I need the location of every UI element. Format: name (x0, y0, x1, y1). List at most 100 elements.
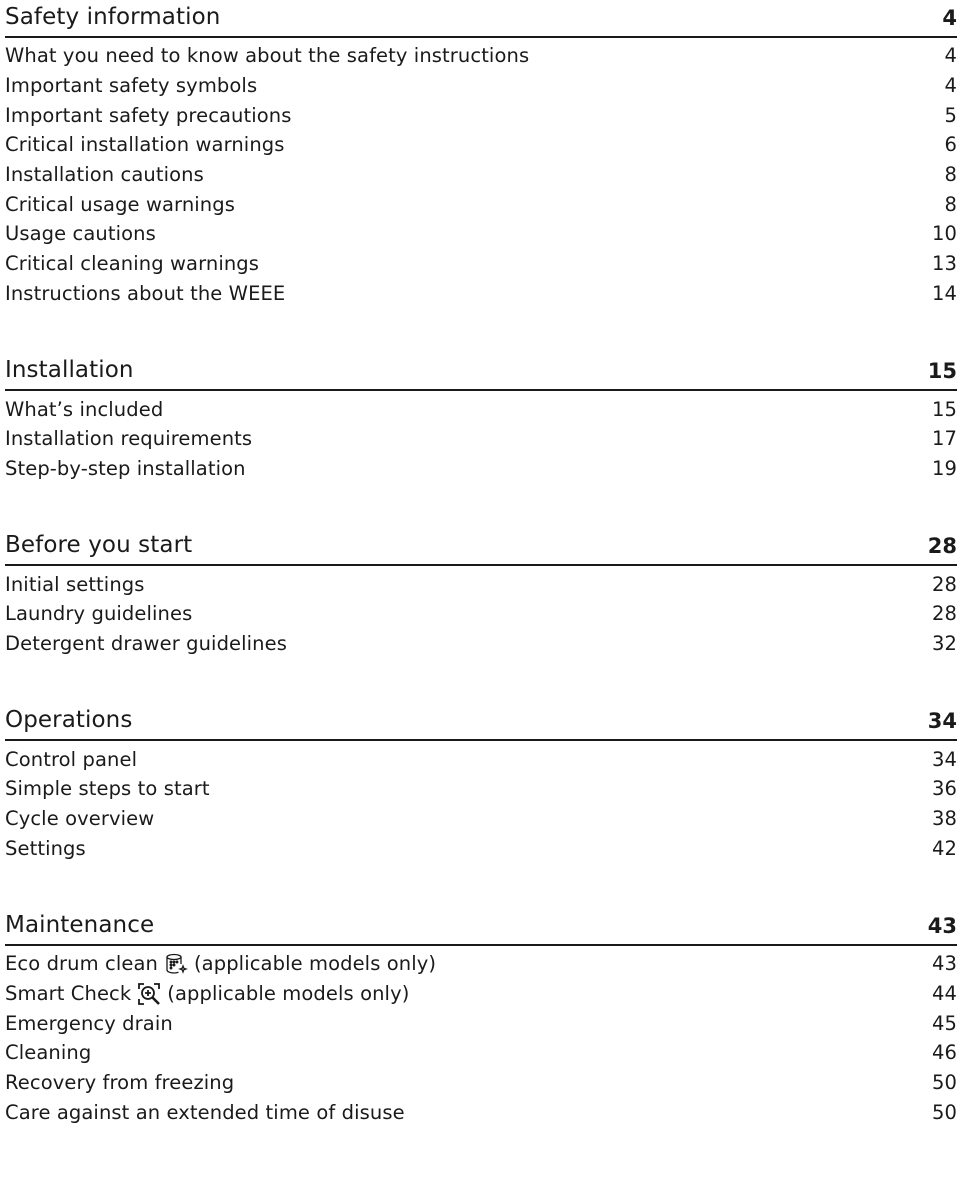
toc-entry-label: Usage cautions (5, 222, 156, 246)
section-page-number: 43 (927, 914, 957, 939)
section-title: Installation (5, 357, 134, 384)
toc-section-before-you-start: Before you start 28 Initial settings 28 L… (5, 528, 957, 658)
toc-entry-label: Critical installation warnings (5, 133, 285, 157)
toc-entry[interactable]: Eco drum clean (applicable models only (5, 949, 957, 979)
toc-entry[interactable]: Important safety symbols 4 (5, 71, 957, 101)
toc-section-operations: Operations 34 Control panel 34 Simple ste… (5, 703, 957, 863)
toc-entry-label: Recovery from freezing (5, 1071, 235, 1095)
toc-entry-page: 5 (944, 103, 957, 127)
toc-entry[interactable]: Initial settings 28 (5, 569, 957, 599)
section-page-number: 34 (927, 709, 957, 734)
toc-entry[interactable]: Cycle overview 38 (5, 804, 957, 834)
toc-entry-page: 44 (931, 982, 957, 1006)
section-page-number: 4 (942, 6, 957, 30)
toc-entry-page: 8 (944, 192, 957, 216)
toc-section-installation: Installation 15 What’s included 15 Instal… (5, 353, 957, 483)
section-header[interactable]: Operations 34 (5, 703, 957, 742)
toc-entry-page: 4 (944, 74, 957, 98)
section-header[interactable]: Safety information 4 (5, 0, 957, 38)
toc-entry-page: 42 (931, 836, 957, 860)
toc-entry-page: 45 (931, 1011, 957, 1035)
section-page-number: 15 (927, 359, 957, 384)
toc-entry[interactable]: Critical installation warnings 6 (5, 130, 957, 160)
smart-check-icon (138, 982, 161, 1005)
section-title: Before you start (5, 532, 193, 559)
toc-entry-page: 8 (944, 163, 957, 187)
toc-entry[interactable]: Installation requirements 17 (5, 424, 957, 454)
toc-entry-page: 32 (931, 631, 957, 655)
toc-entry[interactable]: Critical usage warnings 8 (5, 189, 957, 219)
toc-entry[interactable]: Usage cautions 10 (5, 219, 957, 249)
section-title: Operations (5, 707, 133, 734)
toc-entry-page: 13 (931, 252, 957, 276)
toc-entry-label: Important safety symbols (5, 74, 258, 98)
toc-entry-label: Initial settings (5, 572, 145, 596)
toc-entry[interactable]: Installation cautions 8 (5, 160, 957, 190)
toc-entry[interactable]: Care against an extended time of disuse 5… (5, 1098, 957, 1128)
toc-entry[interactable]: Step-by-step installation 19 (5, 454, 957, 484)
toc-entry-label: What’s included (5, 397, 164, 421)
toc-entry[interactable]: Control panel 34 (5, 744, 957, 774)
toc-entry[interactable]: Cleaning 46 (5, 1038, 957, 1068)
toc-entry-page: 17 (931, 427, 957, 451)
section-header[interactable]: Maintenance 43 (5, 908, 957, 947)
toc-entry-suffix: (applicable models only) (193, 952, 437, 976)
toc-entry[interactable]: Recovery from freezing 50 (5, 1068, 957, 1098)
toc-entry-page: 10 (931, 222, 957, 246)
toc-entry-label: Smart Check (5, 982, 132, 1006)
toc-entry-label: Installation requirements (5, 427, 253, 451)
toc-entry-label: Laundry guidelines (5, 602, 193, 626)
toc-entry-label: Eco drum clean (5, 952, 158, 976)
toc-entry-label: Critical cleaning warnings (5, 252, 260, 276)
toc-entry-page: 28 (931, 602, 957, 626)
section-title: Safety information (5, 4, 221, 30)
toc-entry-page: 46 (931, 1041, 957, 1065)
toc-entry-page: 36 (931, 777, 957, 801)
toc-section-maintenance: Maintenance 43 Eco drum clean (5, 908, 957, 1127)
toc-entry[interactable]: What’s included 15 (5, 394, 957, 424)
toc-entry-label: Step-by-step installation (5, 456, 246, 480)
toc-entry-label: Cycle overview (5, 807, 155, 831)
toc-entry-label: Simple steps to start (5, 777, 210, 801)
toc-entry-label: Emergency drain (5, 1011, 173, 1035)
eco-drum-clean-icon (166, 953, 188, 974)
section-header[interactable]: Before you start 28 (5, 528, 957, 567)
toc-entry[interactable]: Detergent drawer guidelines 32 (5, 629, 957, 659)
toc-entry[interactable]: Instructions about the WEEE 14 (5, 279, 957, 309)
toc-entry-page: 15 (931, 397, 957, 421)
section-header[interactable]: Installation 15 (5, 353, 957, 392)
toc-entry[interactable]: Emergency drain 45 (5, 1008, 957, 1038)
toc-entry-label: Important safety precautions (5, 103, 292, 127)
toc-entry-page: 43 (931, 952, 957, 976)
toc-entry[interactable]: Laundry guidelines 28 (5, 599, 957, 629)
toc-entry-label: Cleaning (5, 1041, 92, 1065)
toc-entry-label: Detergent drawer guidelines (5, 631, 287, 655)
toc-entry-suffix: (applicable models only) (167, 982, 410, 1006)
toc-entry-label: Care against an extended time of disuse (5, 1100, 405, 1124)
toc-entry-page: 50 (931, 1100, 957, 1124)
toc-entry-page: 50 (931, 1071, 957, 1095)
toc-entry-page: 4 (944, 44, 957, 68)
toc-entry-page: 28 (931, 572, 957, 596)
toc-entry[interactable]: Settings 42 (5, 833, 957, 863)
toc-entry-label: Instructions about the WEEE (5, 281, 286, 305)
toc-entry[interactable]: What you need to know about the safety i… (5, 41, 957, 71)
toc-entry[interactable]: Smart Check (applicable models only) 44 (5, 979, 957, 1009)
toc-entry[interactable]: Important safety precautions 5 (5, 100, 957, 130)
section-title: Maintenance (5, 912, 155, 939)
toc-entry-label: Settings (5, 836, 86, 860)
section-page-number: 28 (927, 534, 957, 559)
toc-entry-label: Critical usage warnings (5, 192, 235, 216)
toc-entry-label: What you need to know about the safety i… (5, 44, 530, 68)
toc-entry-page: 6 (944, 133, 957, 157)
toc-entry[interactable]: Simple steps to start 36 (5, 774, 957, 804)
toc-entry-page: 34 (931, 747, 957, 771)
toc-entry-label: Installation cautions (5, 163, 204, 187)
table-of-contents: Safety information 4 What you need to kn… (5, 0, 957, 1127)
toc-entry-page: 38 (931, 807, 957, 831)
toc-entry-page: 14 (931, 281, 957, 305)
toc-entry-page: 19 (931, 456, 957, 480)
toc-entry[interactable]: Critical cleaning warnings 13 (5, 249, 957, 279)
toc-section-safety-information: Safety information 4 What you need to kn… (5, 0, 957, 308)
toc-entry-label: Control panel (5, 747, 138, 771)
